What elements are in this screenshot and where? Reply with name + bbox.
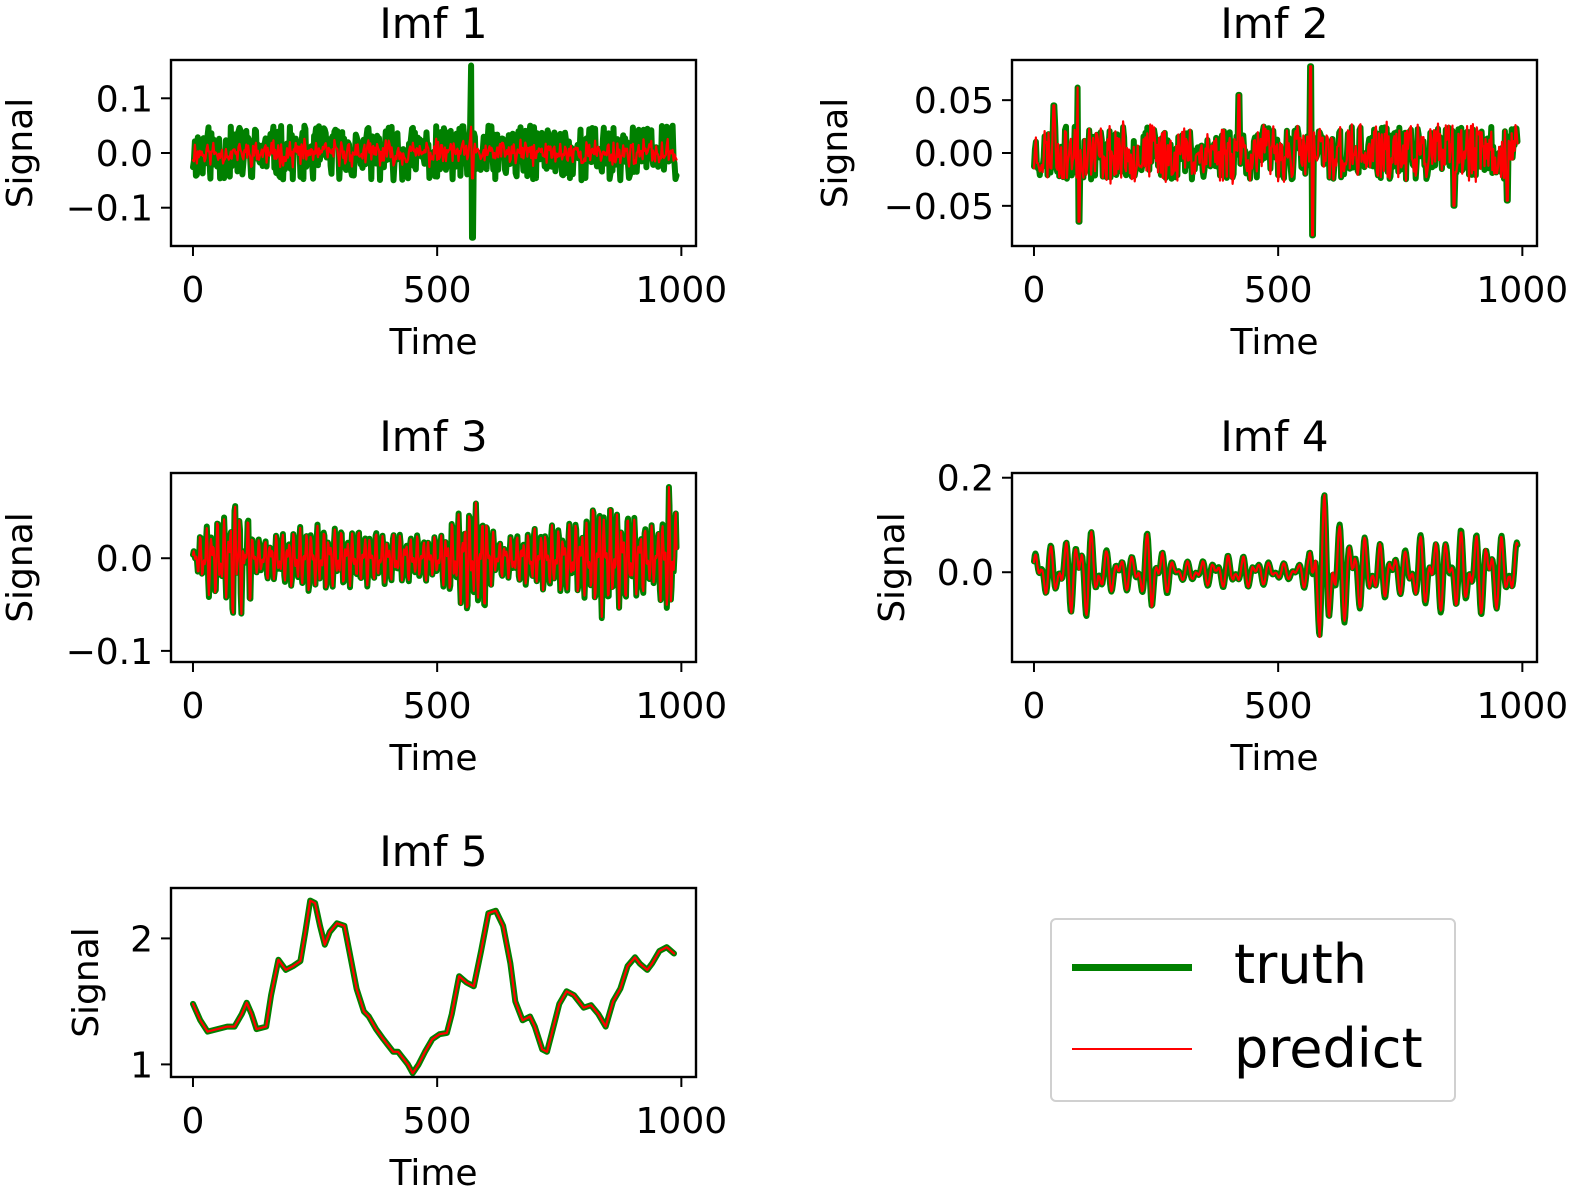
x-tick-label: 0 xyxy=(182,686,205,727)
x-axis-label: Time xyxy=(388,322,477,363)
y-tick-label: 0.0 xyxy=(96,134,153,175)
subplot-title: Imf 3 xyxy=(379,412,487,461)
legend-predict-line xyxy=(1072,1048,1192,1050)
predict-series-line xyxy=(191,486,678,618)
predict-series-line xyxy=(191,125,678,180)
y-tick-label: 0.0 xyxy=(937,553,994,594)
y-tick-label: −0.1 xyxy=(66,632,153,673)
x-axis-label: Time xyxy=(1229,322,1318,363)
x-tick-label: 0 xyxy=(182,1101,205,1142)
subplot-title: Imf 2 xyxy=(1220,0,1328,48)
truth-series-line xyxy=(1031,492,1521,638)
x-axis-label: Time xyxy=(1229,738,1318,779)
y-axis-label: Signal xyxy=(66,927,107,1038)
y-tick-label: −0.05 xyxy=(884,187,994,228)
x-tick-label: 500 xyxy=(403,1101,472,1142)
predict-series-line xyxy=(1032,493,1519,639)
subplot-title: Imf 5 xyxy=(379,827,487,876)
subplot-imf-3: 0 500 1000 −0.1 0.0 Imf 3 Time Signal xyxy=(0,412,727,779)
subplot-title: Imf 4 xyxy=(1220,412,1328,461)
x-tick-label: 0 xyxy=(182,270,205,311)
x-tick-label: 500 xyxy=(403,686,472,727)
legend-truth-label: truth xyxy=(1234,933,1367,996)
y-axis-label: Signal xyxy=(815,98,856,209)
x-axis-label: Time xyxy=(388,738,477,779)
y-axis-label: Signal xyxy=(872,512,913,623)
x-tick-label: 0 xyxy=(1023,686,1046,727)
x-tick-label: 1000 xyxy=(1477,270,1569,311)
subplot-title: Imf 1 xyxy=(379,0,487,48)
subplot-imf-2: 0 500 1000 −0.05 0.00 0.05 Imf 2 Time Signal xyxy=(815,0,1568,363)
x-tick-label: 500 xyxy=(403,270,472,311)
y-tick-label: −0.1 xyxy=(66,189,153,230)
legend-predict-label: predict xyxy=(1234,1017,1423,1080)
y-tick-label: 0.1 xyxy=(96,79,153,120)
y-tick-label: 0.05 xyxy=(914,81,994,122)
x-tick-label: 0 xyxy=(1023,270,1046,311)
y-tick-label: 2 xyxy=(130,919,153,960)
x-tick-label: 500 xyxy=(1244,686,1313,727)
y-tick-label: 0.0 xyxy=(96,539,153,580)
y-tick-label: 1 xyxy=(130,1045,153,1086)
y-axis-label: Signal xyxy=(0,512,41,623)
subplot-imf-1: 0 500 1000 −0.1 0.0 0.1 Imf 1 Time Signal xyxy=(0,0,727,363)
x-axis-label: Time xyxy=(388,1153,477,1194)
x-tick-label: 1000 xyxy=(636,270,728,311)
y-axis-label: Signal xyxy=(0,98,41,209)
y-tick-label: 0.00 xyxy=(914,134,994,175)
predict-series-line xyxy=(1032,65,1519,237)
truth-series-line xyxy=(190,897,677,1077)
predict-series-line xyxy=(191,899,676,1075)
x-tick-label: 1000 xyxy=(636,686,728,727)
axes-frame xyxy=(169,886,698,1079)
subplot-imf-5: 0 500 1000 1 2 Imf 5 Time Signal xyxy=(66,827,727,1194)
legend-truth-line xyxy=(1072,964,1192,971)
x-tick-label: 1000 xyxy=(636,1101,728,1142)
axes-frame xyxy=(169,471,698,664)
axes-frame xyxy=(1010,471,1539,664)
x-tick-label: 500 xyxy=(1244,270,1313,311)
x-tick-label: 1000 xyxy=(1477,686,1569,727)
subplot-imf-4: 0 500 1000 0.0 0.2 Imf 4 Time Signal xyxy=(872,412,1568,779)
legend: truth predict xyxy=(1050,918,1456,1102)
y-tick-label: 0.2 xyxy=(937,459,994,500)
